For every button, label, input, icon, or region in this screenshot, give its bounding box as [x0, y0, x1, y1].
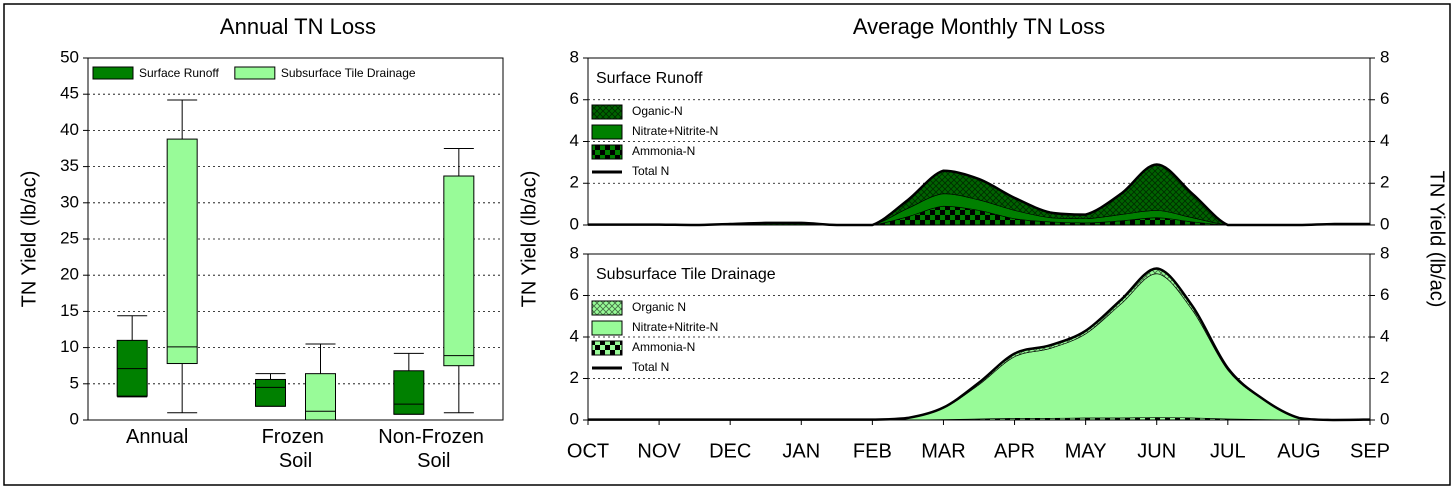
legend-swatch [92, 66, 134, 80]
x-tick-label: OCT [567, 440, 609, 462]
y-tick-label: 6 [570, 285, 579, 304]
y2-tick-label: 6 [1380, 285, 1389, 304]
x-tick-label: SEP [1350, 440, 1390, 462]
y-tick-label: 20 [60, 265, 79, 284]
legend-label: Nitrate+Nitrite-N [632, 320, 718, 334]
legend-swatch [591, 144, 623, 160]
x-tick-label: JUN [1137, 440, 1176, 462]
x-tick-label: DEC [709, 440, 751, 462]
x-tick-label: AUG [1277, 440, 1320, 462]
legend-label: Nitrate+Nitrite-N [632, 124, 718, 138]
y-tick-label: 5 [70, 373, 79, 392]
y-tick-label: 0 [570, 409, 579, 428]
y2-tick-label: 8 [1380, 47, 1389, 66]
y-tick-label: 4 [570, 131, 579, 150]
y-tick-label: 15 [60, 301, 79, 320]
legend-swatch [591, 124, 623, 140]
figure-border [3, 3, 1451, 486]
x-tick-label: Frozen Soil [262, 426, 330, 472]
y-tick-label: 10 [60, 337, 79, 356]
y2-tick-label: 4 [1380, 131, 1389, 150]
y2-tick-label: 6 [1380, 89, 1389, 108]
x-tick-label: MAY [1065, 440, 1107, 462]
y2-axis-label: TN Yield (lb/ac) [1426, 171, 1448, 308]
box [305, 373, 336, 421]
legend-swatch [591, 300, 623, 316]
x-tick-label: FEB [853, 440, 892, 462]
plot-frame [87, 57, 504, 421]
y-tick-label: 30 [60, 192, 79, 211]
box [443, 175, 475, 367]
y-tick-label: 8 [570, 243, 579, 262]
legend-swatch [234, 66, 276, 80]
y-tick-label: 2 [570, 173, 579, 192]
y-tick-label: 45 [60, 84, 79, 103]
y-tick-label: 0 [70, 409, 79, 428]
y-tick-label: 2 [570, 368, 579, 387]
x-tick-label: JAN [782, 440, 820, 462]
y-tick-label: 35 [60, 156, 79, 175]
x-tick-label: Annual [126, 426, 188, 448]
y2-tick-label: 4 [1380, 326, 1389, 345]
y2-tick-label: 8 [1380, 243, 1389, 262]
y-axis-label: TN Yield (lb/ac) [518, 171, 540, 308]
y2-tick-label: 2 [1380, 368, 1389, 387]
box [255, 378, 286, 407]
y-tick-label: 6 [570, 89, 579, 108]
legend-label: Total N [632, 360, 669, 374]
x-tick-label: JUL [1210, 440, 1246, 462]
legend-label: Subsurface Tile Drainage [281, 66, 416, 80]
box [166, 138, 198, 365]
y-tick-label: 40 [60, 120, 79, 139]
legend-swatch [591, 104, 623, 120]
chart-title: Average Monthly TN Loss [853, 14, 1105, 39]
plot-frame [587, 253, 1371, 421]
panel-label: Subsurface Tile Drainage [596, 266, 776, 283]
x-tick-label: NOV [637, 440, 681, 462]
y2-tick-label: 0 [1380, 409, 1389, 428]
legend-swatch [591, 320, 623, 336]
y2-tick-label: 0 [1380, 214, 1389, 233]
y-tick-label: 25 [60, 228, 79, 247]
plot-frame [587, 57, 1371, 226]
legend-swatch [591, 340, 623, 356]
legend-label: Ammonia-N [632, 340, 695, 354]
y-axis-label: TN Yield (lb/ac) [18, 171, 40, 308]
y-tick-label: 50 [60, 47, 79, 66]
x-tick-label: APR [994, 440, 1035, 462]
x-tick-label: MAR [921, 440, 965, 462]
legend-label: Total N [632, 164, 669, 178]
x-tick-label: Non-Frozen Soil [378, 426, 489, 472]
y-tick-label: 8 [570, 47, 579, 66]
box [393, 370, 425, 415]
legend-label: Surface Runoff [139, 66, 219, 80]
legend-label: Ammonia-N [632, 144, 695, 158]
chart-title: Annual TN Loss [220, 14, 376, 39]
legend-label: Organic N [632, 300, 686, 314]
panel-label: Surface Runoff [596, 70, 703, 87]
y2-tick-label: 2 [1380, 173, 1389, 192]
y-tick-label: 4 [570, 326, 579, 345]
y-tick-label: 0 [570, 214, 579, 233]
legend-label: Oganic-N [632, 104, 683, 118]
